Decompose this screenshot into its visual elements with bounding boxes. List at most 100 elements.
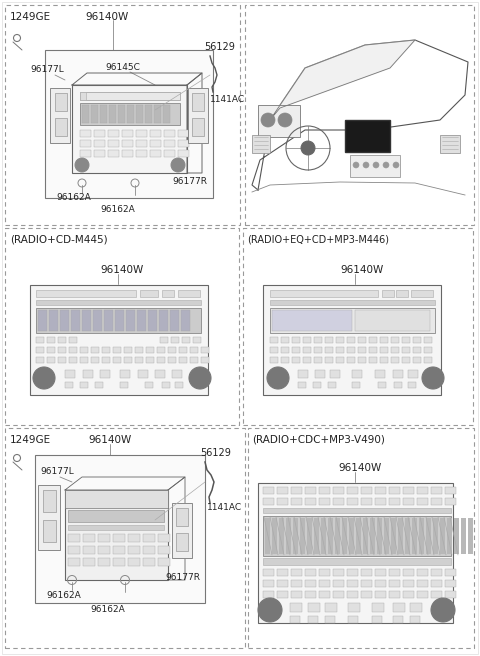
Bar (417, 580, 428, 587)
Bar (80, 92, 86, 100)
Bar (277, 569, 288, 576)
Bar (445, 591, 456, 598)
Bar (80, 130, 91, 137)
Bar (128, 558, 140, 566)
Bar (243, 228, 473, 425)
Bar (389, 498, 400, 505)
Bar (308, 603, 320, 612)
Bar (145, 382, 153, 388)
Bar (258, 105, 300, 137)
Bar (424, 357, 432, 363)
Bar (336, 347, 344, 353)
Bar (333, 498, 344, 505)
Bar (345, 120, 390, 152)
Bar (314, 337, 322, 343)
Bar (291, 498, 302, 505)
Bar (391, 518, 396, 554)
Bar (176, 508, 188, 526)
Circle shape (393, 162, 399, 168)
Bar (393, 370, 403, 378)
Text: 96177L: 96177L (40, 468, 74, 476)
Bar (286, 518, 291, 554)
Bar (291, 591, 302, 598)
Bar (182, 337, 190, 343)
Bar (298, 382, 306, 388)
Bar (113, 357, 121, 363)
Bar (127, 105, 134, 123)
Bar (445, 580, 456, 587)
Bar (258, 483, 453, 623)
Bar (347, 498, 358, 505)
Bar (113, 558, 125, 566)
Bar (83, 370, 93, 378)
Bar (170, 310, 179, 331)
Bar (378, 382, 386, 388)
Bar (50, 88, 70, 143)
Bar (178, 140, 189, 147)
Bar (55, 93, 67, 111)
Bar (405, 518, 410, 554)
Bar (179, 347, 187, 353)
Bar (138, 370, 148, 378)
Bar (321, 518, 326, 554)
Bar (158, 534, 170, 542)
Bar (325, 357, 333, 363)
Bar (118, 105, 125, 123)
Circle shape (33, 367, 55, 389)
Bar (58, 347, 66, 353)
Bar (122, 150, 133, 157)
Bar (384, 518, 389, 554)
Bar (93, 310, 102, 331)
Bar (445, 487, 456, 494)
Bar (128, 546, 140, 554)
Bar (375, 580, 386, 587)
Bar (102, 357, 110, 363)
Bar (380, 347, 388, 353)
Bar (358, 347, 366, 353)
Bar (80, 150, 91, 157)
Bar (369, 347, 377, 353)
Bar (135, 357, 143, 363)
Bar (303, 357, 311, 363)
Bar (333, 569, 344, 576)
Bar (108, 150, 119, 157)
Bar (402, 347, 410, 353)
Bar (188, 88, 208, 143)
Bar (403, 487, 414, 494)
Bar (172, 503, 192, 558)
Bar (445, 569, 456, 576)
Bar (440, 518, 445, 554)
Bar (113, 534, 125, 542)
Bar (95, 382, 103, 388)
Bar (270, 290, 378, 297)
Text: 1141AC: 1141AC (210, 96, 245, 104)
Polygon shape (252, 40, 468, 190)
Text: 96162A: 96162A (46, 592, 81, 600)
Circle shape (422, 367, 444, 389)
Bar (128, 534, 140, 542)
Bar (314, 357, 322, 363)
Bar (80, 382, 88, 388)
Bar (65, 490, 168, 508)
Text: 96177R: 96177R (165, 573, 200, 583)
Bar (358, 337, 366, 343)
Bar (155, 370, 165, 378)
Text: 96140W: 96140W (88, 435, 131, 445)
Bar (375, 591, 386, 598)
Bar (426, 518, 431, 554)
Bar (382, 290, 394, 297)
Bar (369, 337, 377, 343)
Bar (47, 337, 55, 343)
Bar (82, 105, 89, 123)
Text: 96177R: 96177R (172, 178, 207, 186)
Bar (391, 337, 399, 343)
Bar (402, 337, 410, 343)
Bar (35, 455, 205, 603)
Bar (375, 569, 386, 576)
Circle shape (75, 158, 89, 172)
Text: 1141AC: 1141AC (207, 502, 242, 512)
Circle shape (383, 162, 389, 168)
Bar (5, 228, 239, 425)
Bar (356, 518, 361, 554)
Bar (391, 347, 399, 353)
